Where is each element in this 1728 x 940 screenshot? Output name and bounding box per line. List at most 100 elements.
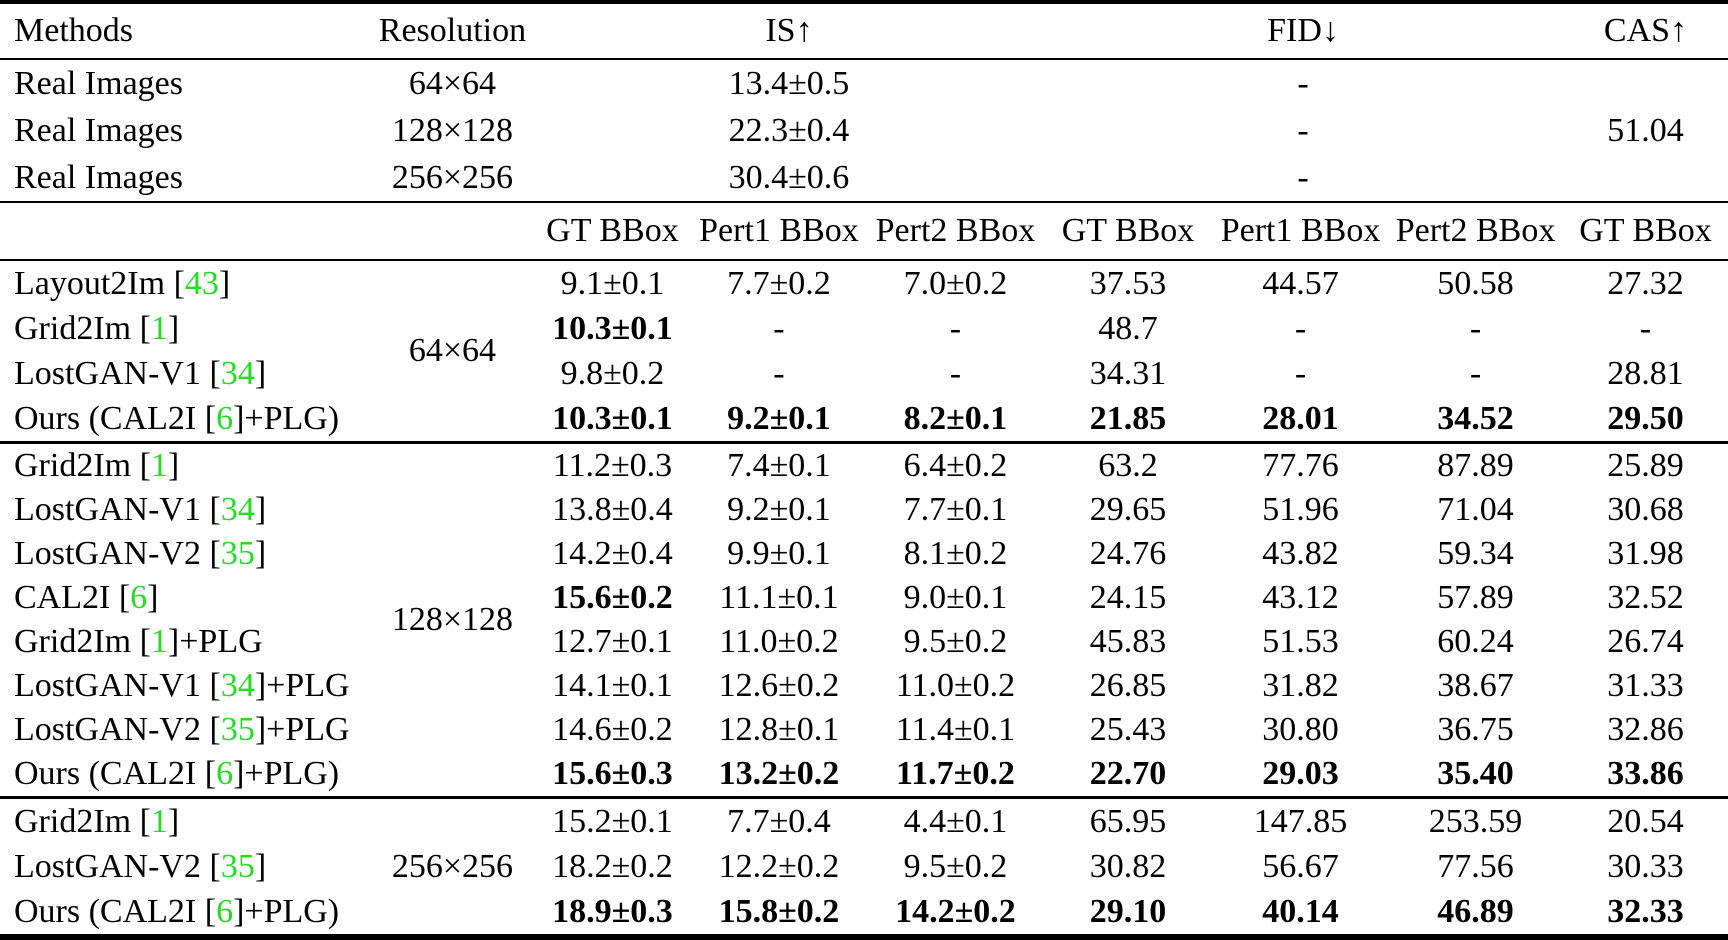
is-pert1-value: 12.2±0.2 <box>718 847 840 885</box>
method-text: LostGAN-V2 [ <box>14 535 221 572</box>
table-row: Real Images 128×128 22.3±0.4 - 51.04 <box>0 107 1728 154</box>
method-name: LostGAN-V2 [35]+PLG <box>0 711 370 749</box>
method-name: Real Images <box>14 64 183 102</box>
table-row: Ours (CAL2I [6]+PLG) 18.9±0.3 15.8±0.2 14.2… <box>0 889 1728 934</box>
fid-pert2-value: 36.75 <box>1437 711 1514 748</box>
method-text: ] <box>167 309 180 347</box>
is-pert2-value: 4.4±0.1 <box>903 802 1008 840</box>
is-gt-value: 18.2±0.2 <box>552 847 673 885</box>
is-pert1-value: 7.7±0.2 <box>727 264 831 302</box>
method-text: ]+PLG) <box>233 755 340 792</box>
fid-pert1-value: 56.67 <box>1262 847 1339 885</box>
table-row: Real Images 256×256 30.4±0.6 - <box>0 154 1728 201</box>
method-text: ]+PLG <box>254 711 350 748</box>
fid-pert2-value: - <box>1469 309 1482 347</box>
fid-gt-value: 26.85 <box>1089 667 1167 704</box>
table-row: Real Images 64×64 13.4±0.5 - <box>0 60 1728 107</box>
divider-rule <box>0 796 1728 799</box>
citation-number: 34 <box>220 667 255 704</box>
method-name: Layout2Im [43] <box>0 265 370 303</box>
is-pert1-value: 7.7±0.4 <box>727 802 831 840</box>
is-pert2-value: 9.0±0.1 <box>903 579 1008 616</box>
fid-pert2-value: 38.67 <box>1437 667 1514 704</box>
table-row: LostGAN-V2 [35] 18.2±0.2 12.2±0.2 9.5±0.2 30… <box>0 844 1728 889</box>
citation-number: 35 <box>220 847 255 885</box>
table-row: Ours (CAL2I [6]+PLG) 10.3±0.1 9.2±0.1 8.2±0… <box>0 396 1728 441</box>
top-rule <box>0 0 1728 4</box>
is-pert1-value: 12.8±0.1 <box>718 711 840 748</box>
table-row: Grid2Im [1] 15.2±0.1 7.7±0.4 4.4±0.1 65.95 14… <box>0 799 1728 844</box>
fid-pert1-value: 77.76 <box>1262 447 1339 484</box>
resolution-value: 64×64 <box>408 64 497 102</box>
method-text: ]+PLG <box>167 623 263 660</box>
citation-number: 35 <box>220 711 255 748</box>
fid-pert2-value: 34.52 <box>1437 399 1514 437</box>
method-text: LostGAN-V2 [ <box>14 847 221 885</box>
method-text: ] <box>167 802 180 840</box>
method-text: Layout2Im [ <box>14 264 185 302</box>
divider-rule <box>0 259 1728 261</box>
method-text: ] <box>254 535 267 572</box>
is-pert2-value: 7.7±0.1 <box>903 491 1008 528</box>
is-pert1-value: 11.1±0.1 <box>719 579 839 616</box>
method-text: LostGAN-V1 [ <box>14 491 221 528</box>
table-row: Layout2Im [43] 9.1±0.1 7.7±0.2 7.0±0.2 37.53… <box>0 261 1728 306</box>
cas-gt-value: 31.98 <box>1607 535 1684 572</box>
real-images-section: Real Images 64×64 13.4±0.5 - Real Images 128×… <box>0 60 1728 201</box>
is-gt-value: 9.8±0.2 <box>560 354 665 392</box>
is-pert2-value: 9.5±0.2 <box>903 847 1008 885</box>
resolution-group-label: 256×256 <box>391 847 514 885</box>
is-pert1-value: 9.2±0.1 <box>727 399 831 437</box>
fid-pert1-value: - <box>1294 309 1307 347</box>
fid-pert1-value: 30.80 <box>1262 711 1339 748</box>
is-pert1-value: - <box>773 354 785 392</box>
fid-pert2-value: 46.89 <box>1437 892 1514 930</box>
is-pert2-value: - <box>949 354 962 392</box>
fid-pert1-value: 51.53 <box>1262 623 1339 660</box>
subheader-fid-pert1-bbox: Pert1 BBox <box>1220 212 1381 249</box>
method-text: Grid2Im [ <box>14 802 151 840</box>
is-gt-value: 10.3±0.1 <box>552 309 673 347</box>
subheader-is-gt-bbox: GT BBox <box>546 212 679 249</box>
citation-number: 1 <box>150 802 168 840</box>
is-gt-value: 14.2±0.4 <box>552 535 673 572</box>
is-value: 30.4±0.6 <box>728 158 850 196</box>
fid-pert2-value: - <box>1469 354 1482 392</box>
is-gt-value: 15.6±0.3 <box>552 755 673 792</box>
resolution-value: 128×128 <box>391 111 514 149</box>
fid-pert2-value: 77.56 <box>1437 847 1514 885</box>
citation-number: 1 <box>150 309 168 347</box>
method-name: Grid2Im [1]+PLG <box>0 623 370 661</box>
citation-number: 43 <box>184 264 219 302</box>
is-pert2-value: 11.4±0.1 <box>895 711 1016 748</box>
fid-pert2-value: 35.40 <box>1437 755 1514 792</box>
is-pert1-value: 13.2±0.2 <box>718 755 840 792</box>
cas-value: 51.04 <box>1607 111 1684 149</box>
group-256x256: Grid2Im [1] 15.2±0.1 7.7±0.4 4.4±0.1 65.95 14… <box>0 799 1728 934</box>
table-row: LostGAN-V1 [34] 9.8±0.2 - - 34.31 - - 28.81 <box>0 351 1728 396</box>
fid-gt-value: 21.85 <box>1089 399 1167 437</box>
table-row: Grid2Im [1] 11.2±0.3 7.4±0.1 6.4±0.2 63.2 77.… <box>0 444 1728 488</box>
method-name: Grid2Im [1] <box>0 447 370 485</box>
fid-pert1-value: 43.82 <box>1262 535 1339 572</box>
cas-gt-value: 33.86 <box>1607 755 1684 792</box>
fid-pert1-value: 40.14 <box>1262 892 1339 930</box>
header-row: Methods Resolution IS↑ FID↓ CAS↑ <box>0 4 1728 58</box>
is-pert1-value: 15.8±0.2 <box>718 892 840 930</box>
method-text: ] <box>254 354 267 392</box>
method-text: ] <box>147 579 159 616</box>
method-name: Ours (CAL2I [6]+PLG) <box>0 400 370 438</box>
is-pert2-value: - <box>949 309 962 347</box>
is-pert1-value: - <box>773 309 785 347</box>
fid-pert2-value: 253.59 <box>1428 802 1523 840</box>
fid-gt-value: 25.43 <box>1089 711 1167 748</box>
cas-gt-value: 29.50 <box>1607 399 1684 437</box>
is-gt-value: 9.1±0.1 <box>560 264 665 302</box>
cas-gt-value: 31.33 <box>1607 667 1684 704</box>
method-text: Ours (CAL2I [ <box>14 399 217 437</box>
fid-pert2-value: 71.04 <box>1437 491 1514 528</box>
method-name: Real Images <box>14 158 183 196</box>
fid-gt-value: 34.31 <box>1089 354 1167 392</box>
table-row: LostGAN-V2 [35] 14.2±0.4 9.9±0.1 8.1±0.2 24.… <box>0 532 1728 576</box>
fid-gt-value: 29.10 <box>1089 892 1167 930</box>
